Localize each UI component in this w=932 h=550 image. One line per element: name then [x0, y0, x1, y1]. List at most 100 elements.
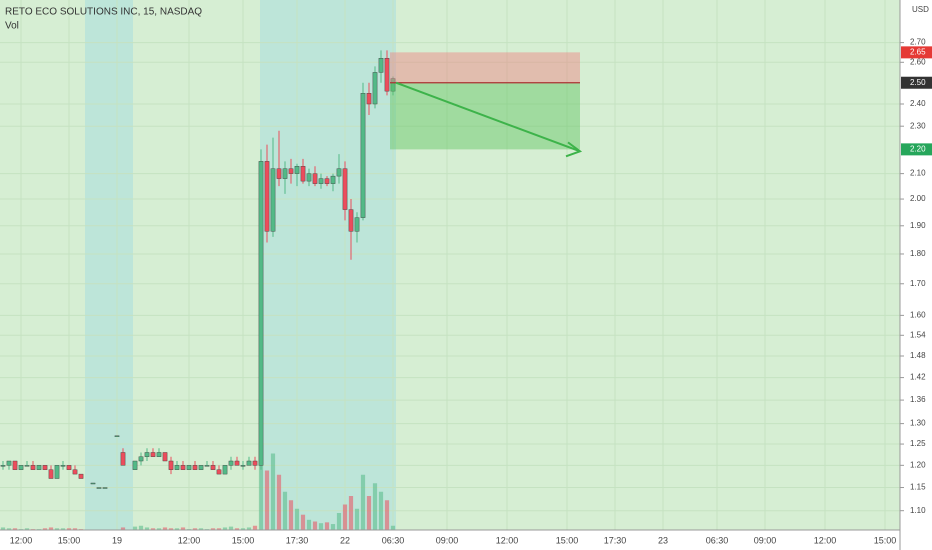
candle-body: [132, 460, 138, 470]
volume-bar: [354, 508, 360, 530]
x-tick-label: 17:30: [286, 535, 309, 545]
candle-body: [42, 465, 48, 470]
candle-body: [168, 460, 174, 470]
volume-bar: [222, 527, 228, 530]
candle-body: [156, 452, 162, 457]
candle-body: [240, 465, 246, 467]
x-tick-label: 12:00: [496, 535, 519, 545]
candle-body: [6, 460, 12, 466]
x-tick-label: 15:00: [874, 535, 897, 545]
volume-bar: [66, 528, 72, 530]
candle-body: [366, 93, 372, 105]
y-tick-label: 1.42: [910, 373, 926, 382]
arrow-head: [565, 141, 583, 158]
candle-body: [180, 465, 186, 470]
price-badge-label: 2.65: [910, 47, 926, 56]
y-tick-label: 1.54: [910, 330, 926, 339]
volume-bar: [288, 500, 294, 530]
volume-bar: [282, 491, 288, 530]
volume-bar: [180, 527, 186, 530]
volume-bar: [12, 528, 18, 530]
volume-bar: [336, 513, 342, 530]
volume-bar: [216, 528, 222, 530]
volume-bar: [198, 528, 204, 530]
candle-body: [72, 469, 78, 475]
y-tick-label: 1.10: [910, 506, 926, 515]
y-tick-label: 2.70: [910, 38, 926, 47]
volume-bar: [6, 528, 12, 530]
candle-body: [246, 460, 252, 466]
candle-body: [234, 460, 240, 466]
candle-body: [354, 217, 360, 232]
x-tick-label: 17:30: [604, 535, 627, 545]
x-tick-label: 15:00: [556, 535, 579, 545]
candle-body: [312, 173, 318, 184]
x-tick-label: 15:00: [232, 535, 255, 545]
volume-bar: [270, 453, 276, 530]
volume-bar: [300, 514, 306, 530]
candle-body: [12, 460, 18, 470]
candle-body: [138, 456, 144, 462]
candle-body: [150, 452, 156, 457]
stop-zone: [390, 52, 580, 83]
candle-body: [162, 452, 168, 462]
volume-bar: [228, 526, 234, 530]
y-tick-label: 1.20: [910, 460, 926, 469]
candle-body: [318, 178, 324, 184]
y-tick-label: 1.30: [910, 419, 926, 428]
volume-bar: [252, 525, 258, 530]
volume-bar: [120, 527, 126, 530]
volume-bar: [342, 504, 348, 530]
volume-bar: [234, 528, 240, 530]
volume-bar: [132, 526, 138, 530]
y-tick-label: 1.25: [910, 439, 926, 448]
candle-body: [288, 168, 294, 174]
session-shade: [85, 0, 133, 530]
price-badge-label: 2.20: [910, 144, 926, 153]
candle-body: [192, 465, 198, 470]
candle-body: [342, 168, 348, 210]
candle-body: [300, 166, 306, 182]
y-tick-label: 2.10: [910, 169, 926, 178]
volume-bar: [210, 528, 216, 530]
volume-bar: [246, 527, 252, 530]
position-tool[interactable]: [390, 52, 583, 158]
volume-bar: [240, 528, 246, 530]
chart-title: RETO ECO SOLUTIONS INC, 15, NASDAQ: [5, 7, 202, 18]
x-tick-label: 09:00: [436, 535, 459, 545]
plot-background: [0, 0, 900, 530]
volume-bar: [324, 522, 330, 530]
y-tick-label: 2.40: [910, 99, 926, 108]
candle-body: [336, 168, 342, 177]
candle-body: [120, 452, 126, 466]
candle-body: [348, 209, 354, 232]
volume-bar: [162, 527, 168, 530]
price-badge: [901, 143, 932, 156]
candle-body: [330, 175, 336, 184]
candle-body: [54, 465, 60, 479]
volume-bar: [138, 525, 144, 530]
y-tick-label: 2.00: [910, 194, 926, 203]
x-tick-label: 09:00: [754, 535, 777, 545]
y-tick-label: 2.60: [910, 57, 926, 66]
volume-bar: [390, 525, 396, 530]
candle-body: [174, 465, 180, 470]
volume-bar: [174, 528, 180, 530]
x-tick-label: 15:00: [58, 535, 81, 545]
candle-body: [216, 469, 222, 475]
candles: [0, 50, 396, 489]
volume-bar: [306, 519, 312, 530]
volume-bar: [24, 528, 30, 530]
grid: [0, 0, 900, 530]
y-tick-label: 1.36: [910, 395, 926, 404]
y-tick-label: 1.90: [910, 221, 926, 230]
candle-body: [210, 465, 216, 470]
candle-body: [186, 465, 192, 470]
volume-bar: [48, 527, 54, 530]
volume-bar: [372, 483, 378, 530]
volume-bar: [348, 496, 354, 530]
y-tick-label: 1.80: [910, 249, 926, 258]
candle-body: [96, 487, 102, 489]
volume-bar: [144, 527, 150, 530]
volume-label: Vol: [5, 21, 19, 32]
